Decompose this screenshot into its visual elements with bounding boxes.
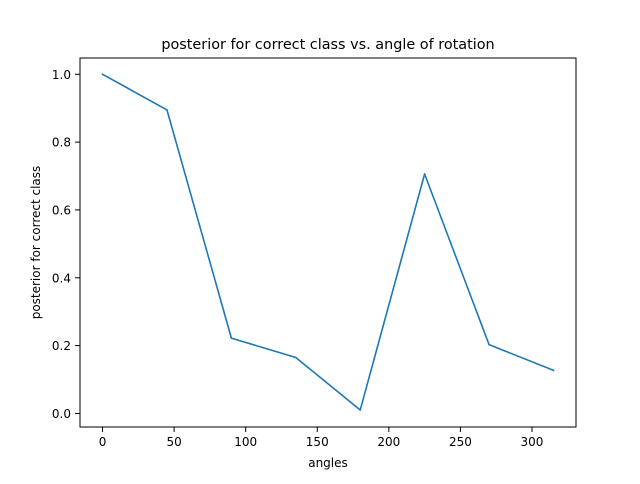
data-point: [294, 356, 297, 359]
y-axis: 0.0 0.2 0.4 0.6 0.8 1.0: [52, 68, 80, 421]
x-axis: 0 50 100 150 200 250 300: [99, 427, 544, 449]
y-tick-label: 0.0: [52, 407, 71, 421]
x-tick-label: 100: [234, 435, 257, 449]
x-tick-label: 0: [99, 435, 107, 449]
chart-title: posterior for correct class vs. angle of…: [161, 37, 494, 53]
x-tick-label: 300: [521, 435, 544, 449]
x-tick-label: 200: [377, 435, 400, 449]
x-axis-label: angles: [308, 456, 348, 470]
x-tick-label: 250: [449, 435, 472, 449]
series-line: [101, 73, 555, 411]
y-tick-label: 0.6: [52, 203, 71, 217]
x-tick-label: 50: [166, 435, 181, 449]
x-tick-label: 150: [306, 435, 329, 449]
data-point: [552, 369, 555, 372]
y-tick-label: 1.0: [52, 68, 71, 82]
y-tick-label: 0.8: [52, 136, 71, 150]
y-axis-label: posterior for correct class: [29, 166, 43, 320]
series-points: [101, 73, 555, 411]
y-tick-label: 0.4: [52, 271, 71, 285]
data-point: [166, 109, 168, 111]
data-point: [230, 337, 233, 339]
data-point: [488, 343, 490, 346]
data-point: [359, 409, 362, 411]
data-point: [423, 173, 426, 175]
y-tick-label: 0.2: [52, 339, 71, 353]
plot-area-frame: [79, 57, 577, 428]
data-point: [101, 73, 104, 76]
